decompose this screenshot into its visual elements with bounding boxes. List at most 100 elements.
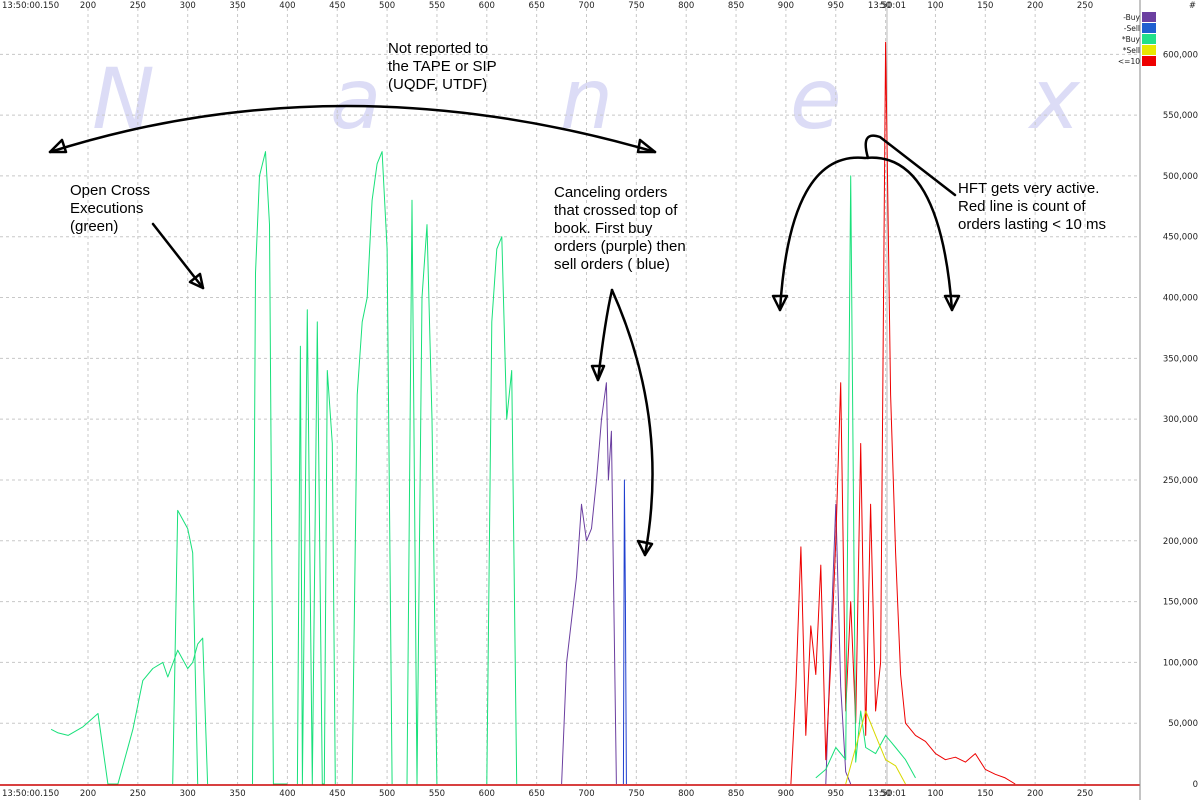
legend-swatch xyxy=(1142,23,1156,33)
arrow-cancel-sell xyxy=(610,288,654,557)
series-line-green xyxy=(351,151,393,785)
x-tick-label-top: 300 xyxy=(180,1,196,11)
x-tick-label-bottom: 800 xyxy=(678,789,694,799)
time-center-label: 13:50:01 xyxy=(868,789,906,799)
x-tick-label-bottom: 700 xyxy=(578,789,594,799)
x-tick-label-bottom: 100 xyxy=(927,789,943,799)
annotation-line: book. First buy xyxy=(554,220,653,237)
annotation-canceling-orders: Canceling orders that crossed top of boo… xyxy=(554,184,686,274)
annotation-line: Red line is count of xyxy=(958,198,1086,215)
x-tick-label-top: 650 xyxy=(529,1,545,11)
y-tick-label: 450,000 xyxy=(1163,233,1198,243)
x-tick-label-bottom: 950 xyxy=(828,789,844,799)
series-line-red xyxy=(790,41,1016,785)
arrowhead-cancel-sell xyxy=(636,539,654,557)
arrow-hft-arc xyxy=(778,156,954,312)
x-tick-label-top: 550 xyxy=(429,1,445,11)
x-tick-label-top: 600 xyxy=(479,1,495,11)
series-line-green xyxy=(296,309,336,785)
series-line-green xyxy=(172,509,199,785)
legend-swatch xyxy=(1142,56,1156,66)
x-tick-label-top: 100 xyxy=(927,1,943,11)
x-tick-label-bottom: 550 xyxy=(429,789,445,799)
y-tick-label: 400,000 xyxy=(1163,294,1198,304)
arrow-cancel-buy xyxy=(596,288,614,382)
x-tick-label-bottom: 250 xyxy=(1077,789,1093,799)
watermark-letter: e xyxy=(790,50,842,148)
x-tick-label-bottom: 500 xyxy=(379,789,395,799)
x-tick-label-bottom: 300 xyxy=(180,789,196,799)
arrowhead-open-cross xyxy=(188,272,205,290)
x-tick-label-top: 850 xyxy=(728,1,744,11)
series-line-green xyxy=(406,199,438,785)
arrowhead-cancel-buy xyxy=(590,364,606,382)
x-tick-label-top: 700 xyxy=(578,1,594,11)
legend-label: -Buy xyxy=(1123,13,1140,22)
x-tick-label-top: 150 xyxy=(977,1,993,11)
x-tick-label-top: 800 xyxy=(678,1,694,11)
series-line-green xyxy=(815,175,916,779)
x-tick-label-bottom: 900 xyxy=(778,789,794,799)
x-tick-label-top: 500 xyxy=(379,1,395,11)
legend-swatch xyxy=(1142,12,1156,22)
x-tick-label-top: 900 xyxy=(778,1,794,11)
arrowhead-left xyxy=(48,138,68,154)
y-tick-label: 550,000 xyxy=(1163,111,1198,121)
annotation-line: sell orders ( blue) xyxy=(554,256,670,273)
legend-label: -Sell xyxy=(1124,24,1140,33)
arrowhead-hft-right xyxy=(943,294,961,312)
annotation-line: orders (purple) then xyxy=(554,238,686,255)
x-tick-label-top: 400 xyxy=(279,1,295,11)
x-tick-label-bottom: 200 xyxy=(1027,789,1043,799)
y-tick-label: 350,000 xyxy=(1163,354,1198,364)
y-tick-label: 300,000 xyxy=(1163,415,1198,425)
annotation-not-reported: Not reported to the TAPE or SIP (UQDF, U… xyxy=(388,40,497,94)
annotation-open-cross: Open Cross Executions (green) xyxy=(70,182,150,236)
x-tick-label-top: 50 xyxy=(880,1,891,11)
y-tick-label: 50,000 xyxy=(1168,719,1198,729)
arrow-hft-pointer xyxy=(864,134,957,197)
x-tick-label-bottom: 400 xyxy=(279,789,295,799)
x-tick-label-bottom: 450 xyxy=(329,789,345,799)
x-tick-label-top: 200 xyxy=(1027,1,1043,11)
annotation-hft: HFT gets very active. Red line is count … xyxy=(958,180,1106,234)
annotation-line: orders lasting < 10 ms xyxy=(958,216,1106,233)
annotation-line: (UQDF, UTDF) xyxy=(388,76,488,93)
series-line-blue xyxy=(622,479,627,785)
annotation-line: Not reported to xyxy=(388,40,489,57)
x-tick-label-bottom: 350 xyxy=(229,789,245,799)
annotation-line: Executions xyxy=(70,200,144,217)
arrow-not-reported xyxy=(48,104,657,154)
x-tick-label-bottom: 850 xyxy=(728,789,744,799)
y-tick-label: 600,000 xyxy=(1163,50,1198,60)
arrowhead-right xyxy=(636,138,657,154)
x-tick-label-top: 250 xyxy=(130,1,146,11)
annotation-line: Canceling orders xyxy=(554,184,668,201)
series-line-purple xyxy=(825,503,852,785)
y-tick-label: 0 xyxy=(1193,780,1198,790)
y-tick-label: 200,000 xyxy=(1163,537,1198,547)
time-center-label: 13:50:01 xyxy=(868,1,906,11)
legend-label: *Sell xyxy=(1123,46,1140,55)
series-line-yellow xyxy=(845,710,906,785)
annotation-line: the TAPE or SIP xyxy=(388,58,497,75)
x-tick-label-bottom: 750 xyxy=(628,789,644,799)
x-tick-label-top: 250 xyxy=(1077,1,1093,11)
annotation-line: HFT gets very active. xyxy=(958,180,1100,197)
watermark-letter: N xyxy=(92,50,155,148)
y-axis-header: # xyxy=(1189,1,1196,11)
series-line-green xyxy=(50,637,209,785)
x-tick-label-bottom: 200 xyxy=(80,789,96,799)
x-tick-label-bottom: 650 xyxy=(529,789,545,799)
legend-swatch xyxy=(1142,45,1156,55)
series-line-green xyxy=(486,236,518,785)
x-tick-label-top: 950 xyxy=(828,1,844,11)
time-corner-label: 13:50:00.150 xyxy=(2,789,59,799)
x-tick-label-bottom: 150 xyxy=(977,789,993,799)
x-tick-label-bottom: 250 xyxy=(130,789,146,799)
arrowhead-hft-left xyxy=(771,294,789,312)
legend-swatch xyxy=(1142,34,1156,44)
y-tick-label: 500,000 xyxy=(1163,172,1198,182)
